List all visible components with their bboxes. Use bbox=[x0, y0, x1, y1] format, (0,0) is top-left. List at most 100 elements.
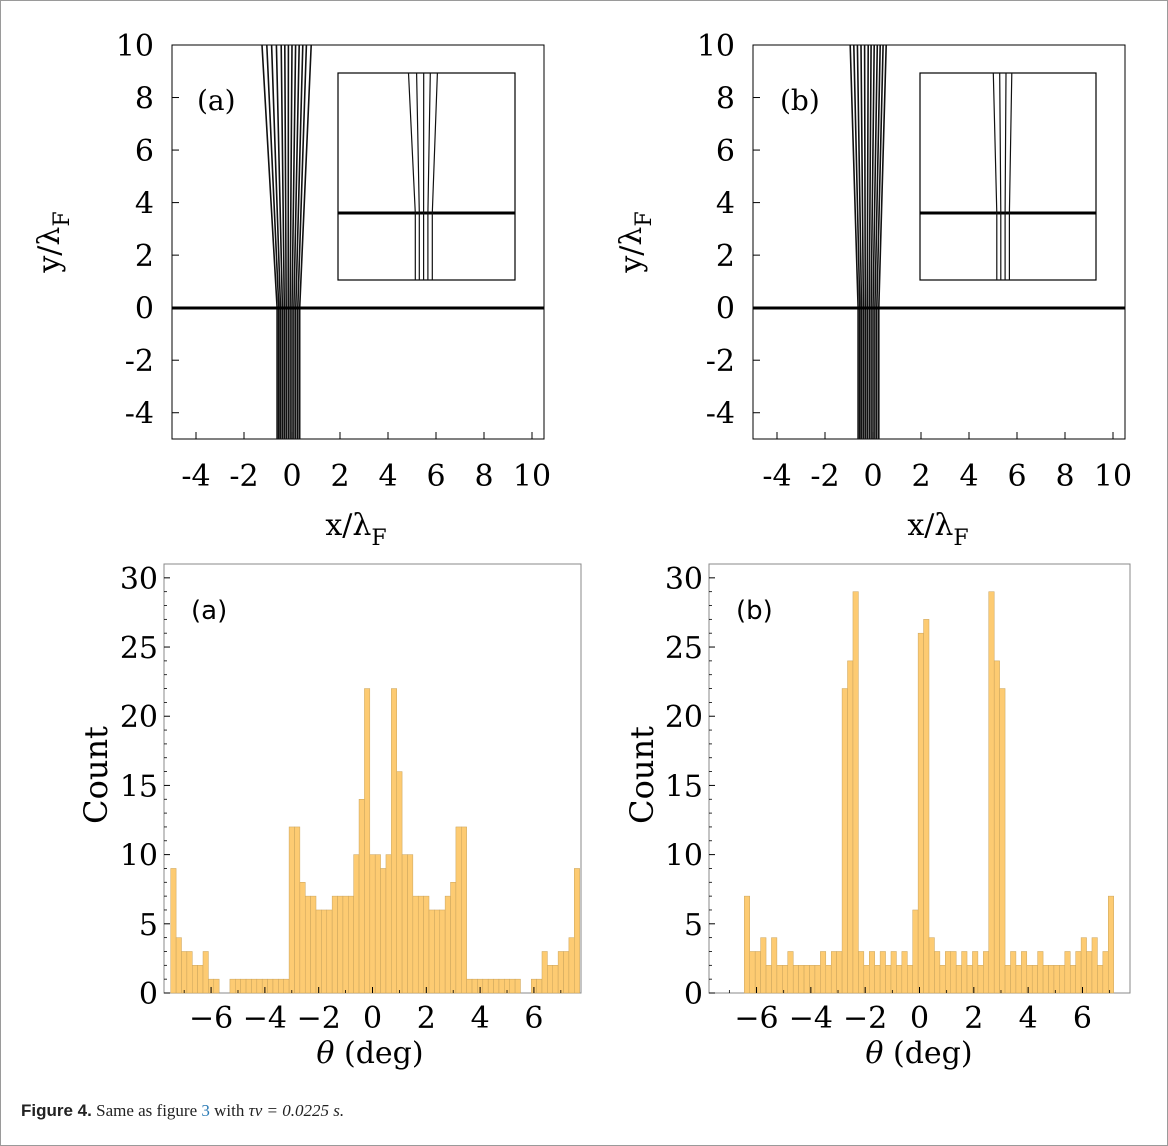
histogram-bar bbox=[825, 965, 832, 994]
y-tick-label: 5 bbox=[684, 908, 703, 943]
histogram-bar bbox=[1037, 951, 1044, 994]
y-tick-label: 25 bbox=[120, 631, 158, 666]
histogram-bar bbox=[461, 826, 467, 994]
histogram-bar bbox=[885, 965, 892, 994]
histogram-bar bbox=[563, 951, 570, 994]
y-tick-label: 30 bbox=[120, 562, 158, 597]
histogram-bar bbox=[869, 951, 875, 994]
histogram-bar bbox=[326, 909, 333, 994]
histogram-bar bbox=[536, 978, 543, 994]
histogram-bar bbox=[310, 895, 317, 994]
histogram-bar bbox=[1010, 951, 1017, 994]
histogram-bar bbox=[304, 895, 311, 994]
histogram-bar bbox=[434, 909, 441, 994]
histogram-bar bbox=[830, 951, 837, 994]
histogram-bar bbox=[749, 951, 756, 994]
x-tick-label: -2 bbox=[810, 459, 839, 494]
y-tick-label: 8 bbox=[716, 82, 735, 117]
x-tick-label: −4 bbox=[243, 1001, 287, 1036]
y-tick-label: 2 bbox=[716, 239, 735, 274]
histogram-bar bbox=[358, 799, 365, 994]
histogram-bar bbox=[782, 965, 789, 994]
y-tick-label: -4 bbox=[125, 397, 154, 432]
y-tick-label: 10 bbox=[116, 29, 154, 64]
x-tick-label: -4 bbox=[762, 459, 791, 494]
caption-math: τν = 0.0225 s. bbox=[248, 1101, 345, 1120]
histogram-bar bbox=[836, 951, 843, 994]
trajectory-line bbox=[866, 44, 870, 439]
histogram-bar bbox=[803, 965, 810, 994]
figure-ref-link[interactable]: 3 bbox=[201, 1101, 210, 1120]
x-tick-label: −2 bbox=[843, 1001, 887, 1036]
histogram-bar bbox=[961, 951, 968, 994]
histogram-bar bbox=[792, 965, 799, 994]
x-tick-label: 10 bbox=[513, 459, 551, 494]
histogram-bar bbox=[841, 688, 848, 994]
histogram-bar bbox=[863, 965, 870, 994]
histogram-bar bbox=[391, 688, 397, 994]
panel-label: (b) bbox=[780, 84, 820, 117]
y-tick-label: -2 bbox=[706, 344, 735, 379]
histogram-bar bbox=[1031, 965, 1038, 994]
y-axis-label: Count bbox=[77, 726, 115, 824]
panel-label: (a) bbox=[197, 84, 236, 117]
x-tick-label: 6 bbox=[1073, 1001, 1092, 1036]
histogram-bar bbox=[934, 951, 941, 994]
histogram-bar bbox=[852, 591, 859, 994]
histogram-bar bbox=[972, 951, 979, 994]
x-tick-label: 8 bbox=[1055, 459, 1074, 494]
caption-label: Figure 4. bbox=[21, 1101, 92, 1120]
x-tick-label: 2 bbox=[911, 459, 930, 494]
histogram-bar bbox=[1015, 965, 1022, 994]
x-tick-label: 6 bbox=[524, 1001, 543, 1036]
histogram-bar bbox=[568, 937, 575, 994]
inset bbox=[919, 72, 1097, 281]
histogram-bar bbox=[186, 951, 193, 994]
histogram-bar bbox=[315, 909, 322, 994]
histogram-bar bbox=[858, 951, 865, 994]
x-axis-label: θ (deg) bbox=[865, 1036, 972, 1071]
histogram-bar bbox=[331, 895, 338, 994]
histogram-bar bbox=[369, 854, 376, 994]
y-tick-label: -4 bbox=[706, 397, 735, 432]
y-tick-label: -2 bbox=[125, 344, 154, 379]
histogram-bar bbox=[776, 965, 783, 994]
histogram-bar bbox=[754, 951, 761, 994]
histogram-bar bbox=[847, 660, 854, 994]
histogram-bar bbox=[1091, 937, 1098, 994]
histogram-bar bbox=[744, 895, 750, 994]
histogram-bar bbox=[890, 951, 897, 994]
x-tick-label: 2 bbox=[964, 1001, 983, 1036]
histogram-bar bbox=[945, 951, 951, 994]
histogram-bar bbox=[1108, 895, 1114, 994]
histogram-bar bbox=[299, 882, 306, 994]
histogram-bar bbox=[245, 978, 252, 994]
y-tick-label: 15 bbox=[665, 769, 703, 804]
histogram-bar bbox=[192, 965, 198, 994]
x-tick-label: −6 bbox=[189, 1001, 233, 1036]
y-tick-label: 30 bbox=[665, 562, 703, 597]
y-tick-label: 0 bbox=[684, 977, 703, 1012]
histogram-bar bbox=[955, 965, 962, 994]
histogram-bar bbox=[907, 965, 913, 994]
histogram-bar bbox=[541, 951, 548, 994]
histogram-bar bbox=[229, 978, 236, 994]
inset-trajectory-line bbox=[1004, 72, 1007, 280]
histogram-bar bbox=[493, 978, 500, 994]
histogram-bar bbox=[771, 937, 778, 994]
y-tick-label: 2 bbox=[135, 239, 154, 274]
histogram-bar bbox=[1059, 965, 1066, 994]
histogram-bar bbox=[917, 632, 924, 994]
histogram-bar bbox=[798, 965, 805, 994]
histogram-bar bbox=[993, 660, 1000, 994]
histogram-bar bbox=[988, 591, 995, 994]
histogram-bar bbox=[213, 978, 220, 994]
x-tick-label: 4 bbox=[959, 459, 978, 494]
inset-trajectory-line bbox=[431, 72, 438, 280]
x-tick-label: 8 bbox=[474, 459, 493, 494]
histogram-bar bbox=[342, 895, 349, 994]
histogram-bar bbox=[175, 937, 182, 994]
